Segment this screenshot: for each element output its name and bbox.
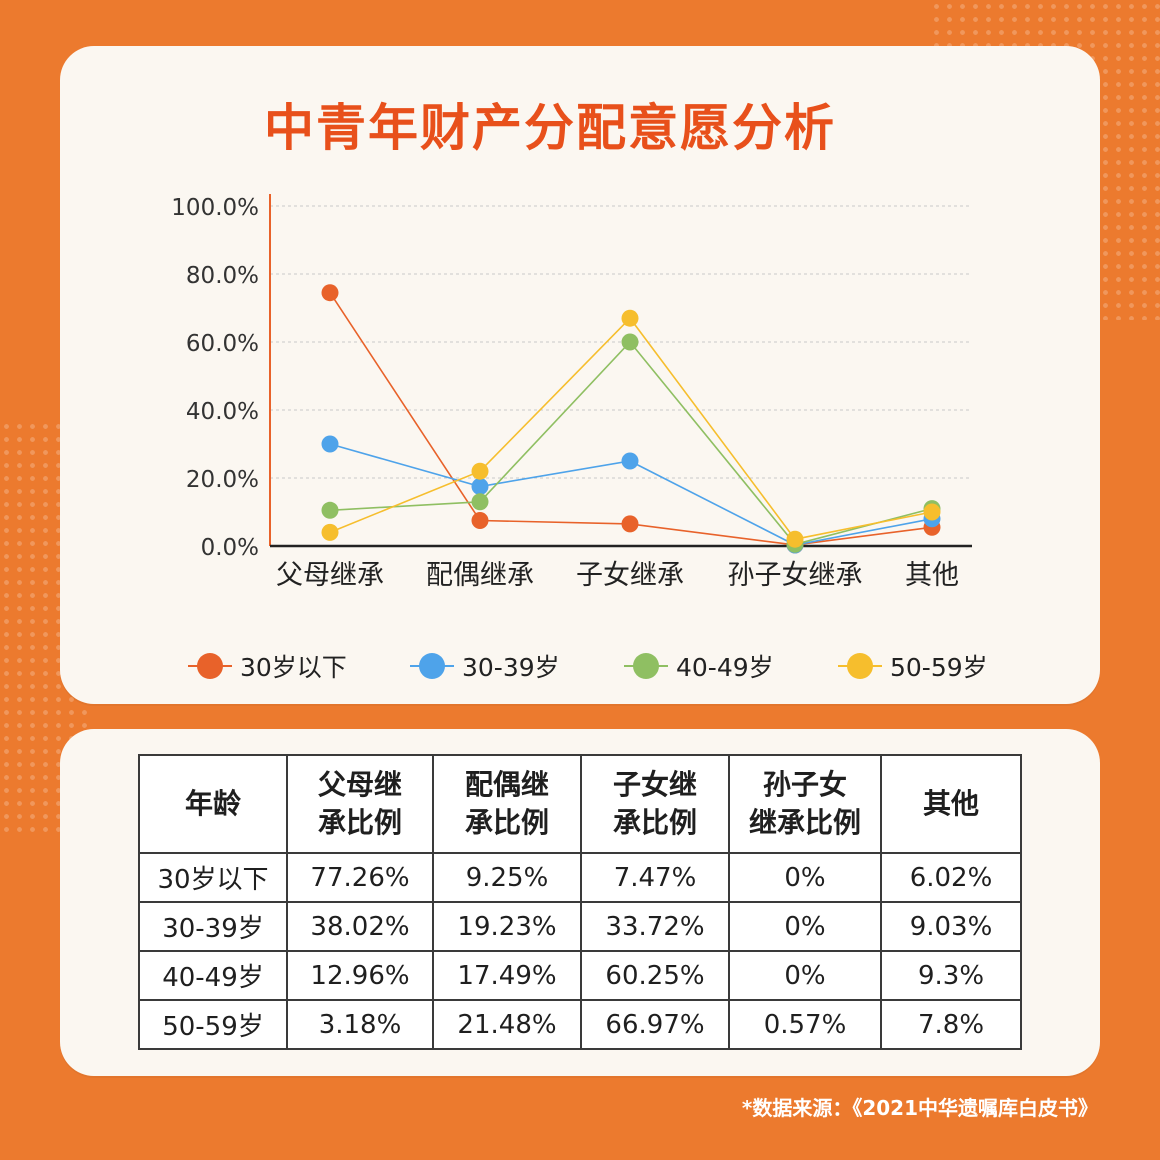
data-point (786, 530, 804, 548)
legend-label: 30岁以下 (240, 653, 347, 682)
y-tick-label: 0.0% (201, 535, 259, 561)
table-cell: 17.49% (432, 950, 582, 1001)
table-cell: 7.47% (580, 852, 730, 903)
table-cell: 0.57% (728, 999, 882, 1050)
table-header-row: 年龄 父母继 承比例 配偶继 承比例 子女继 承比例 孙子女 继承比例 其他 (138, 754, 1022, 854)
table-cell: 12.96% (286, 950, 434, 1001)
table-cell: 3.18% (286, 999, 434, 1050)
series-line (329, 340, 933, 546)
page-title: 中青年财产分配意愿分析 (264, 99, 836, 157)
table-header-cell: 年龄 (138, 754, 288, 854)
legend-label: 40-49岁 (676, 653, 774, 682)
table-header-cell: 其他 (880, 754, 1022, 854)
data-table: 年龄 父母继 承比例 配偶继 承比例 子女继 承比例 孙子女 继承比例 其他 30岁以下 77.26… (138, 754, 1022, 1050)
table-cell: 0% (728, 852, 882, 903)
table-row: 50-59岁 3.18% 21.48% 66.97% 0.57% 7.8% (138, 999, 1022, 1050)
x-tick-label: 父母继承 (276, 560, 384, 591)
data-point (321, 435, 339, 453)
data-point (471, 512, 489, 529)
table-header-cell: 配偶继 承比例 (432, 754, 582, 854)
table-body: 30岁以下 77.26% 9.25% 7.47% 0% 6.02% 30-39岁 38.02%… (138, 852, 1022, 1050)
y-tick-label: 60.0% (186, 331, 259, 357)
table-cell: 40-49岁 (138, 950, 288, 1001)
table-header-cell: 父母继 承比例 (286, 754, 434, 854)
table-row: 30岁以下 77.26% 9.25% 7.47% 0% 6.02% (138, 852, 1022, 903)
data-point (621, 452, 639, 470)
table-cell: 30岁以下 (138, 852, 288, 903)
legend-marker (197, 653, 223, 679)
data-point (471, 493, 489, 511)
table-cell: 0% (728, 901, 882, 952)
table-cell: 19.23% (432, 901, 582, 952)
table-cell: 50-59岁 (138, 999, 288, 1050)
y-tick-label: 80.0% (186, 263, 259, 289)
table-header-cell: 子女继 承比例 (580, 754, 730, 854)
data-point (471, 478, 489, 495)
legend-marker (847, 653, 873, 679)
table-cell: 66.97% (580, 999, 730, 1050)
legend-label: 30-39岁 (462, 653, 560, 682)
y-tick-label: 40.0% (186, 399, 259, 425)
x-tick-label: 子女继承 (576, 560, 684, 591)
table-row: 30-39岁 38.02% 19.23% 33.72% 0% 9.03% (138, 901, 1022, 952)
legend-marker (419, 653, 445, 679)
table-cell: 21.48% (432, 999, 582, 1050)
line-chart: 0.0% 20.0% 40.0% 60.0% 80.0% 100.0% 父母继承 配偶继承 子女… (171, 194, 988, 682)
data-point (471, 462, 489, 480)
table-cell: 9.25% (432, 852, 582, 903)
data-point (321, 501, 339, 519)
y-tick-label: 100.0% (171, 195, 259, 221)
chart-card (60, 46, 1100, 704)
data-point (923, 503, 941, 521)
data-point (321, 523, 339, 541)
table-cell: 38.02% (286, 901, 434, 952)
data-point (621, 515, 639, 533)
data-point (621, 309, 639, 327)
legend-marker (633, 653, 659, 679)
table-header-cell: 孙子女 继承比例 (728, 754, 882, 854)
table-cell: 7.8% (880, 999, 1022, 1050)
data-point (321, 284, 339, 302)
data-point (621, 333, 639, 351)
table-cell: 0% (728, 950, 882, 1001)
data-source: *数据来源：《2021中华遗嘱库白皮书》 (741, 1096, 1098, 1120)
x-tick-label: 配偶继承 (426, 560, 534, 591)
x-tick-label: 孙子女继承 (728, 560, 863, 591)
table-cell: 9.3% (880, 950, 1022, 1001)
table-cell: 33.72% (580, 901, 730, 952)
series-line (329, 292, 933, 546)
y-tick-label: 20.0% (186, 467, 259, 493)
legend-label: 50-59岁 (890, 653, 988, 682)
table-cell: 77.26% (286, 852, 434, 903)
table-cell: 9.03% (880, 901, 1022, 952)
table-cell: 60.25% (580, 950, 730, 1001)
table-cell: 30-39岁 (138, 901, 288, 952)
table-cell: 6.02% (880, 852, 1022, 903)
x-tick-label: 其他 (905, 560, 959, 591)
table-row: 40-49岁 12.96% 17.49% 60.25% 0% 9.3% (138, 950, 1022, 1001)
